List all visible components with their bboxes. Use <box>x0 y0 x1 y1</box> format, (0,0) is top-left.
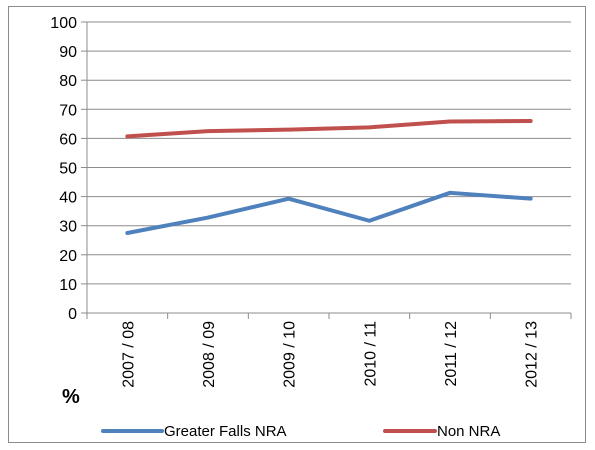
gridlines <box>87 21 571 285</box>
y-tick-label: 100 <box>50 15 77 32</box>
y-tick-labels: 0 10 20 30 40 50 60 70 80 90 100 <box>50 15 77 323</box>
y-tick-label: 80 <box>59 73 77 90</box>
y-tick-label: 30 <box>59 219 77 236</box>
y-tick-label: 20 <box>59 248 77 265</box>
y-tick-label: 70 <box>59 102 77 119</box>
x-tick-label: 2009 / 10 <box>282 321 299 388</box>
y-tick-label: 0 <box>68 306 77 323</box>
y-tick-label: 10 <box>59 277 77 294</box>
y-tick-label: 40 <box>59 190 77 207</box>
y-axis-label: % <box>62 386 80 408</box>
x-tick-label: 2011 / 12 <box>443 321 460 387</box>
legend-label: Greater Falls NRA <box>164 423 287 440</box>
axes <box>81 21 572 319</box>
series-line <box>125 190 533 235</box>
y-tick-label: 60 <box>59 131 77 148</box>
x-tick-label: 2010 / 11 <box>362 321 379 387</box>
x-tick-label: 2012 / 13 <box>524 321 541 388</box>
legend: Greater Falls NRA Non NRA <box>101 423 500 440</box>
legend-label: Non NRA <box>437 423 500 440</box>
x-tick-label: 2008 / 09 <box>201 321 218 388</box>
y-tick-label: 50 <box>59 161 77 178</box>
x-tick-labels: 2007 / 08 2008 / 09 2009 / 10 2010 / 11 2011… <box>120 321 540 388</box>
y-tick-label: 90 <box>59 44 77 61</box>
series-line <box>125 118 533 139</box>
series-lines <box>125 118 533 235</box>
x-tick-label: 2007 / 08 <box>120 321 137 388</box>
chart-frame <box>8 6 586 443</box>
